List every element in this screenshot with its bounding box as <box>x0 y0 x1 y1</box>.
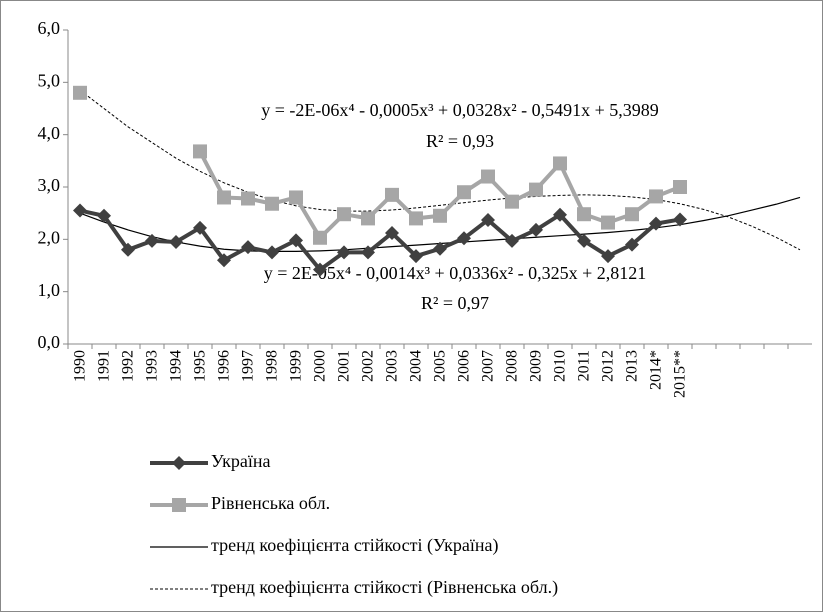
point <box>553 207 567 222</box>
x-tick-label: 1999 <box>288 350 305 382</box>
point <box>625 207 639 222</box>
x-tick-label: 1996 <box>216 350 233 382</box>
point <box>121 242 135 257</box>
x-tick-label: 2012 <box>600 350 617 382</box>
point <box>385 187 399 202</box>
x-tick-label: 2010 <box>552 350 569 382</box>
x-tick-label: 1992 <box>120 350 137 382</box>
x-tick-label: 2009 <box>528 350 545 382</box>
x-tick-label: 2015** <box>672 350 689 398</box>
y-tick-label: 3,0 <box>38 175 61 195</box>
point <box>73 85 87 100</box>
x-tick-label: 2008 <box>504 350 521 382</box>
point <box>265 245 279 260</box>
point <box>481 169 495 184</box>
x-tick-label: 2007 <box>480 350 497 382</box>
point <box>241 191 255 206</box>
point <box>217 190 231 205</box>
point <box>625 237 639 252</box>
x-tick-label: 1998 <box>264 350 281 382</box>
point <box>97 208 111 223</box>
point <box>73 203 87 218</box>
point <box>409 249 423 264</box>
point <box>337 245 351 260</box>
r-squared: R² = 0,97 <box>421 293 489 313</box>
point <box>529 182 543 197</box>
trend-equation: y = -2E-06x⁴ - 0,0005x³ + 0,0328x² - 0,5… <box>261 100 659 120</box>
x-tick-label: 2006 <box>456 350 473 382</box>
legend-marker <box>172 498 186 512</box>
x-tick-label: 1995 <box>192 350 209 382</box>
point <box>601 249 615 264</box>
point <box>313 230 327 245</box>
y-tick-label: 4,0 <box>38 123 61 143</box>
x-tick-label: 1994 <box>168 350 185 382</box>
point <box>313 262 327 277</box>
x-tick-label: 2005 <box>432 350 449 382</box>
legend-label: тренд коефіцієнта стійкості (Україна) <box>211 535 499 556</box>
trend-equation: y = 2E-05x⁴ - 0,0014x³ + 0,0336x² - 0,32… <box>264 263 647 283</box>
legend-label: Україна <box>211 451 271 471</box>
point <box>433 241 447 256</box>
point <box>649 216 663 231</box>
x-tick-label: 1993 <box>144 350 161 382</box>
point <box>385 226 399 241</box>
r-squared: R² = 0,93 <box>426 131 494 151</box>
x-tick-label: 2002 <box>360 350 377 382</box>
point <box>361 245 375 260</box>
point <box>433 208 447 223</box>
point <box>217 253 231 268</box>
x-tick-label: 2011 <box>576 350 593 381</box>
legend-label: тренд коефіцієнта стійкості (Рівненська … <box>211 577 558 598</box>
x-tick-label: 1990 <box>72 350 89 382</box>
legend-label: Рівненська обл. <box>211 493 330 513</box>
point <box>169 234 183 249</box>
point <box>457 231 471 246</box>
point <box>673 180 687 194</box>
point <box>289 233 303 248</box>
x-tick-label: 2001 <box>336 350 353 382</box>
point <box>673 212 687 227</box>
point <box>505 194 519 209</box>
trend-line <box>79 89 801 251</box>
y-tick-label: 6,0 <box>38 18 61 38</box>
point <box>553 156 567 171</box>
point <box>241 240 255 255</box>
x-tick-label: 2003 <box>384 350 401 382</box>
x-tick-label: 2000 <box>312 350 329 382</box>
point <box>361 211 375 226</box>
x-tick-label: 2014* <box>648 350 665 390</box>
point <box>577 207 591 222</box>
x-tick-label: 2004 <box>408 350 425 382</box>
point <box>457 185 471 200</box>
point <box>337 207 351 222</box>
point <box>601 215 615 230</box>
point <box>193 144 207 159</box>
point <box>265 196 279 211</box>
legend-marker <box>172 456 186 470</box>
point <box>529 222 543 237</box>
x-tick-label: 2013 <box>624 350 641 382</box>
y-tick-label: 5,0 <box>38 70 61 90</box>
y-tick-label: 1,0 <box>38 280 61 300</box>
x-tick-label: 1991 <box>96 350 113 382</box>
y-tick-label: 0,0 <box>38 332 61 352</box>
point <box>193 220 207 235</box>
point <box>577 233 591 248</box>
point <box>481 212 495 227</box>
point <box>145 233 159 248</box>
point <box>289 190 303 205</box>
point <box>649 189 663 204</box>
point <box>505 233 519 248</box>
x-tick-label: 1997 <box>240 350 257 382</box>
point <box>409 211 423 226</box>
y-tick-label: 2,0 <box>38 227 61 247</box>
